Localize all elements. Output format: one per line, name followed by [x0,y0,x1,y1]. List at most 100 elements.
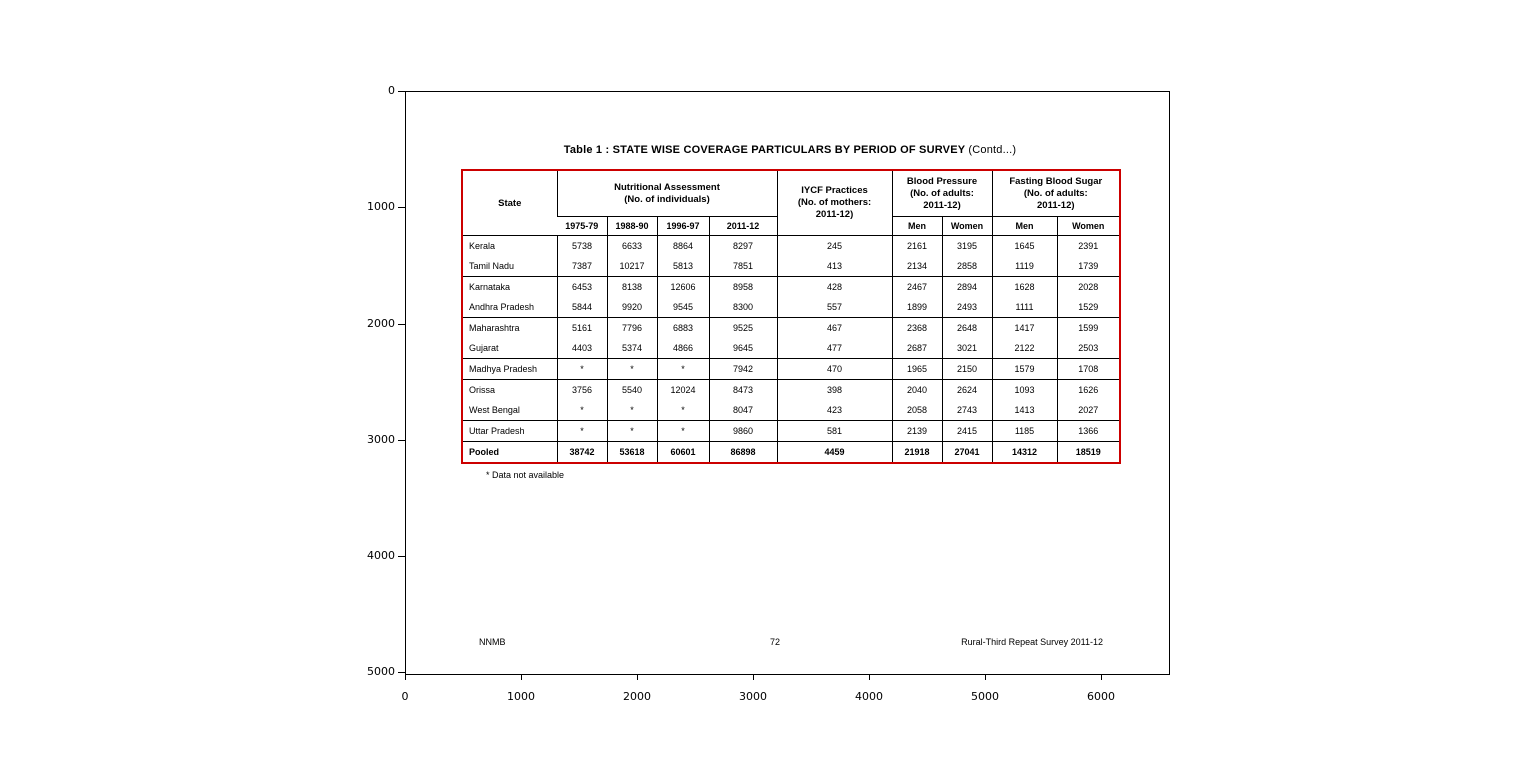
value-cell: 2150 [941,358,993,380]
value-cell: * [656,420,709,442]
value-cell: 1626 [1056,379,1121,400]
value-cell: 3195 [941,235,993,256]
value-cell: 8473 [708,379,778,400]
value-cell: 53618 [606,441,657,463]
value-cell: 2687 [891,338,943,359]
table-row: Gujarat 4403 5374 4866 9645 477 2687 3021 2122 25… [462,338,1121,359]
value-cell: 1628 [991,276,1058,297]
value-cell: 5374 [606,338,657,359]
value-cell: 477 [776,338,893,359]
value-cell: 1739 [1056,256,1121,277]
table-title-contd: (Contd...) [968,144,1017,156]
value-cell: 2493 [941,297,993,318]
value-cell: 12606 [656,276,709,297]
value-cell: 428 [776,276,893,297]
state-name: Madhya Pradesh [462,358,557,380]
value-cell: 9525 [708,317,778,338]
value-cell: 21918 [891,441,943,463]
value-cell: * [556,420,607,442]
value-cell: 1899 [891,297,943,318]
value-cell: 1185 [991,420,1058,442]
header-bp-line2: (No. of adults: [910,187,974,199]
value-cell: 5161 [556,317,607,338]
header-fbs-line2: (No. of adults: [1023,187,1088,199]
y-tick-label: 5000 [367,665,395,678]
value-cell: * [656,400,709,421]
footer-page-number: 72 [769,637,780,647]
header-state: State [462,170,557,236]
footer-survey-name: Rural-Third Repeat Survey 2011-12 [961,637,1103,647]
value-cell: 398 [776,379,893,400]
value-cell: 8300 [708,297,778,318]
value-cell: 3021 [941,338,993,359]
table-row: Uttar Pradesh * * * 9860 581 2139 2415 1185 1366 [462,420,1121,442]
header-iycf: IYCF Practices (No. of mothers: 2011-12) [776,170,893,236]
table-row: Maharashtra 5161 7796 6883 9525 467 2368 2648 14… [462,317,1121,338]
header-fbs-line1: Fasting Blood Sugar [1009,175,1103,187]
value-cell: 1417 [991,317,1058,338]
y-tick-label: 1000 [367,200,395,213]
x-tick-label: 1000 [507,690,535,703]
value-cell: 60601 [656,441,709,463]
state-name: Andhra Pradesh [462,297,557,318]
header-nutritional-assessment: Nutritional Assessment (No. of individua… [556,170,778,217]
value-cell: 4459 [776,441,893,463]
value-cell: 2134 [891,256,943,277]
header-year: 1975-79 [557,216,607,236]
coverage-table: State Nutritional Assessment (No. of ind… [461,169,1122,464]
header-iycf-line3: 2011-12) [815,209,854,220]
footer-org: NNMB [479,637,506,647]
value-cell: 6453 [556,276,607,297]
value-cell: * [556,400,607,421]
value-cell: 4403 [556,338,607,359]
value-cell: 10217 [606,256,657,277]
value-cell: 86898 [708,441,778,463]
value-cell: 2858 [941,256,993,277]
value-cell: 467 [776,317,893,338]
value-cell: 1645 [991,235,1058,256]
value-cell: 9645 [708,338,778,359]
state-name: Kerala [469,240,496,251]
header-nutritional-line2: (No. of individuals) [624,193,710,205]
value-cell: 7796 [606,317,657,338]
state-name: Tamil Nadu [462,256,557,277]
value-cell: 413 [776,256,893,277]
value-cell: 1119 [991,256,1058,277]
value-cell: 12024 [656,379,709,400]
value-cell: 2894 [941,276,993,297]
x-tick-label: 2000 [623,690,651,703]
value-cell: 5844 [556,297,607,318]
value-cell: 1413 [991,400,1058,421]
header-fbs-men: Men [991,216,1058,236]
value-cell: 3756 [556,379,607,400]
value-cell: 2624 [941,379,993,400]
value-cell: 9860 [708,420,778,442]
value-cell: 1579 [991,358,1058,380]
x-tick-mark [1101,674,1102,680]
value-cell: * [656,358,709,380]
value-cell: 2139 [891,420,943,442]
value-cell: 18519 [1056,441,1121,463]
value-cell: 2415 [941,420,993,442]
value-cell: 2122 [991,338,1058,359]
value-cell: 2743 [941,400,993,421]
x-tick-mark [405,674,406,680]
header-year: 2011-12 [708,216,778,236]
value-cell: 27041 [941,441,993,463]
x-tick-mark [869,674,870,680]
table-row: Tamil Nadu 7387 10217 5813 7851 413 2134 2858 11… [462,256,1121,277]
value-cell: 5540 [606,379,657,400]
table-row: Madhya Pradesh * * * 7942 470 1965 2150 1579 1708 [462,358,1121,380]
state-name: Gujarat [462,338,557,359]
value-cell: 1111 [991,297,1058,318]
value-cell: 557 [776,297,893,318]
header-row-sub: 1975-79 1988-90 1996-97 2011-12 Men Wome… [462,216,1121,236]
value-cell: 8138 [606,276,657,297]
value-cell: 2058 [891,400,943,421]
value-cell: 7851 [708,256,778,277]
header-blood-pressure: Blood Pressure (No. of adults: 2011-12) [891,170,993,217]
footnote: * Data not available [486,470,565,480]
x-tick-label: 6000 [1087,690,1115,703]
header-fbs-women: Women [1056,216,1121,236]
